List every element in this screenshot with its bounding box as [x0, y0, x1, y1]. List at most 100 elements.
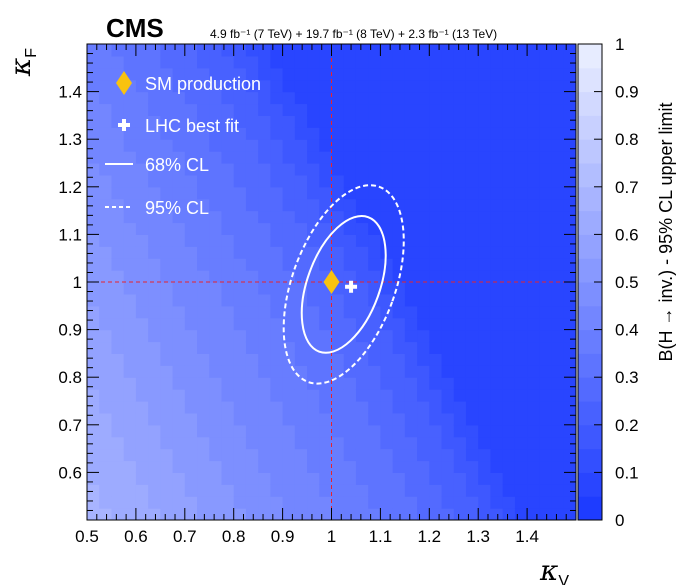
heatmap-cell [135, 79, 149, 93]
heatmap-cell [490, 365, 504, 378]
heatmap-cell [209, 151, 223, 164]
heatmap-cell [490, 44, 504, 57]
heatmap-cell [514, 246, 528, 259]
heatmap-cell [184, 246, 198, 259]
heatmap-cell [258, 103, 271, 116]
heatmap-cell [490, 246, 504, 259]
heatmap-cell [197, 44, 210, 57]
heatmap-cell [197, 222, 210, 235]
heatmap-cell [478, 401, 492, 414]
heatmap-cell [368, 270, 381, 283]
heatmap-cell [172, 472, 186, 485]
heatmap-cell [135, 91, 149, 105]
heatmap-cell [392, 365, 406, 378]
heatmap-cell [294, 317, 308, 331]
heatmap-cell [258, 234, 271, 247]
heatmap-cell [319, 186, 333, 200]
heatmap-cell [502, 246, 516, 259]
heatmap-cell [221, 222, 235, 235]
heatmap-cell [209, 127, 223, 140]
heatmap-cell [197, 234, 210, 247]
heatmap-cell [270, 282, 284, 295]
heatmap-cell [99, 198, 113, 212]
heatmap-cell [527, 401, 540, 414]
heatmap-cell [209, 258, 223, 271]
z-tick-label: 0.2 [615, 416, 639, 435]
heatmap-cell [355, 234, 369, 247]
heatmap-cell [111, 151, 125, 164]
contour-95-cl [282, 184, 405, 385]
heatmap-cell [563, 91, 576, 105]
heatmap-cell [331, 55, 345, 69]
heatmap-cell [294, 127, 308, 140]
heatmap-cell [111, 234, 125, 247]
heatmap-cell [160, 448, 174, 462]
heatmap-cell [270, 163, 284, 176]
heatmap-cell [368, 508, 381, 520]
heatmap-cell [527, 258, 540, 271]
heatmap-cell [441, 389, 455, 402]
heatmap-cell [392, 91, 406, 105]
heatmap-cell [319, 151, 333, 164]
heatmap-cell [380, 329, 394, 343]
heatmap-cell [465, 317, 479, 331]
heatmap-cell [417, 198, 430, 212]
heatmap-cell [563, 460, 576, 473]
heatmap-cell [99, 44, 113, 57]
heatmap-cell [368, 341, 381, 354]
heatmap-cell [539, 329, 553, 343]
heatmap-cell [429, 198, 443, 212]
heatmap-cell [221, 44, 235, 57]
heatmap-cell [465, 377, 479, 390]
heatmap-cell [441, 115, 455, 128]
heatmap-cell [392, 103, 406, 116]
heatmap-cell [380, 436, 394, 450]
heatmap-cell [245, 412, 259, 426]
heatmap-cell [514, 234, 528, 247]
heatmap-cell [160, 115, 174, 128]
heatmap-cell [209, 210, 223, 224]
heatmap-cell [221, 174, 235, 188]
heatmap-cell [417, 79, 430, 93]
heatmap-cell [99, 139, 113, 152]
heatmap-cell [563, 436, 576, 450]
heatmap-cell [148, 484, 161, 497]
heatmap-cell [404, 270, 418, 283]
heatmap-cell [563, 377, 576, 390]
heatmap-cell [514, 79, 528, 93]
heatmap-cell [148, 210, 161, 224]
heatmap-cell [514, 365, 528, 378]
heatmap-cell [490, 412, 504, 426]
heatmap-cell [99, 305, 113, 319]
heatmap-cell [465, 210, 479, 224]
heatmap-cell [392, 472, 406, 485]
heatmap-cell [429, 234, 443, 247]
heatmap-cell [135, 508, 149, 520]
heatmap-cell [160, 79, 174, 93]
heatmap-cell [429, 484, 443, 497]
heatmap-cell [148, 508, 161, 520]
heatmap-cell [453, 317, 467, 331]
z-tick-label: 0.3 [615, 368, 639, 387]
heatmap-cell [563, 305, 576, 319]
heatmap-cell [527, 412, 540, 426]
heatmap-cell [404, 186, 418, 200]
heatmap-cell [233, 79, 247, 93]
heatmap-cell [490, 270, 504, 283]
heatmap-cell [258, 293, 271, 307]
heatmap-cell [123, 127, 137, 140]
heatmap-cell [527, 460, 540, 473]
heatmap-cell [135, 329, 149, 343]
heatmap-cell [465, 222, 479, 235]
heatmap-cell [343, 317, 357, 331]
heatmap-cell [233, 377, 247, 390]
heatmap-cell [245, 496, 259, 509]
heatmap-cell [465, 448, 479, 462]
heatmap-cell [258, 174, 271, 188]
legend-label: 68% CL [145, 155, 209, 175]
heatmap-cell [172, 186, 186, 200]
heatmap-cell [392, 401, 406, 414]
heatmap-cell [404, 436, 418, 450]
heatmap-cell [172, 401, 186, 414]
heatmap-cell [135, 151, 149, 164]
